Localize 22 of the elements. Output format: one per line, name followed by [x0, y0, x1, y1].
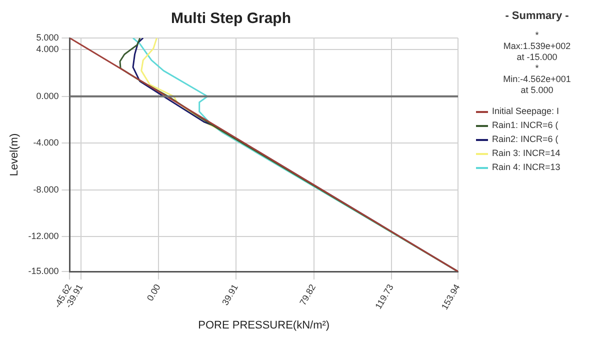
legend-label: Rain2: INCR=6 ( [491, 133, 560, 146]
legend-label: Initial Seepage: I [491, 105, 560, 118]
text: Min:-4.562e+001 [502, 74, 572, 85]
y-tick-label: -8.000 [33, 184, 59, 194]
y-tick-label: 4.000 [36, 44, 59, 54]
text: at -15.000 [516, 52, 558, 63]
y-tick-label: -12.000 [28, 231, 59, 242]
text: at 5.000 [520, 85, 554, 96]
text: - Summary - [504, 10, 570, 22]
text: * [534, 30, 540, 41]
y-tick-label: 0.000 [36, 90, 59, 101]
legend-label: Rain 3: INCR=14 [491, 147, 562, 160]
legend-label: Rain1: INCR=6 ( [491, 119, 560, 132]
chart-title: Multi Step Graph [171, 10, 291, 28]
y-tick-label: 5.000 [36, 32, 59, 42]
legend-label: Rain 4: INCR=13 [491, 161, 562, 174]
y-axis-title: Level(m) [8, 133, 21, 176]
y-tick-label: -4.000 [33, 138, 59, 148]
text: * [534, 63, 540, 74]
x-axis-title: PORE PRESSURE(kN/m²) [198, 319, 330, 332]
y-tick-label: -15.000 [28, 266, 59, 276]
text: Max:1.539e+002 [502, 41, 572, 52]
